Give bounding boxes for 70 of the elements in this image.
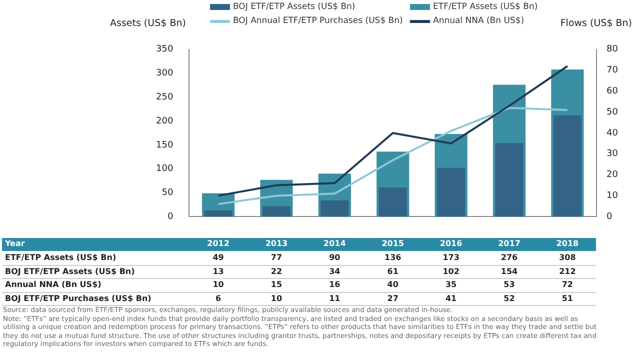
y-axis-title: Assets (US$ Bn): [110, 18, 186, 29]
data-label: 49: [212, 253, 224, 262]
legend-label: ETF/ETP Assets (US$ Bn): [433, 2, 538, 12]
y-tick-label: 50: [162, 188, 174, 198]
data-label: 90: [329, 253, 340, 262]
data-label: 10: [270, 294, 282, 302]
x-tick-label: 2016: [440, 239, 462, 248]
data-label: 77: [270, 253, 282, 262]
data-label: 102: [442, 266, 460, 276]
y2-tick-label: 20: [606, 170, 618, 180]
y2-tick-label: 50: [606, 107, 618, 118]
y-tick-label: 250: [156, 92, 174, 103]
bar: [320, 200, 349, 217]
x-tick-label: 2014: [324, 239, 346, 248]
data-label: 308: [559, 253, 576, 262]
data-label: 61: [387, 266, 398, 276]
data-label: 11: [329, 294, 340, 302]
data-label: 173: [442, 253, 460, 262]
bar: [495, 143, 524, 217]
data-label: 51: [562, 294, 574, 302]
y2-tick-label: 40: [606, 128, 618, 138]
data-label: 35: [445, 280, 457, 289]
bar: [262, 206, 290, 217]
x-tick-label: 2015: [382, 239, 404, 248]
y-tick-label: 100: [156, 164, 174, 174]
y2-tick-label: 80: [606, 44, 618, 55]
y-tick-label: 300: [156, 68, 174, 79]
text: BOJ ETF/ETP Assets (US$ Bn): [5, 266, 135, 276]
text: Year: [5, 239, 25, 248]
y-tick-label: 150: [156, 140, 174, 150]
bar: [437, 168, 466, 217]
y2-tick-label: 60: [606, 86, 618, 97]
y2-tick-label: 70: [606, 66, 618, 76]
data-label: 15: [270, 280, 282, 289]
data-label: 22: [270, 266, 282, 276]
x-tick-label: 2013: [265, 239, 288, 248]
data-label: 276: [500, 253, 518, 262]
data-label: 6: [215, 294, 222, 302]
y-tick-label: 350: [156, 44, 174, 55]
bar: [378, 187, 407, 217]
y2-tick-label: 0: [606, 212, 613, 222]
data-label: 53: [504, 280, 515, 289]
text: BOJ ETF/ETP Purchases (US$ Bn): [5, 294, 152, 302]
data-label: 212: [559, 266, 576, 276]
x-tick-label: 2012: [207, 239, 230, 248]
y-tick-label: 200: [156, 116, 174, 126]
data-label: 16: [329, 280, 340, 289]
y2-tick-label: 10: [606, 191, 618, 202]
data-label: 34: [329, 266, 340, 276]
legend-label: Annual NNA (Bn US$): [433, 16, 524, 26]
data-label: 154: [500, 266, 518, 276]
data-label: 27: [387, 294, 398, 302]
data-label: 136: [384, 253, 402, 262]
data-label: 72: [562, 280, 574, 289]
text: Annual NNA (Bn US$): [5, 280, 102, 289]
data-label: 10: [212, 280, 224, 289]
data-label: 41: [445, 294, 457, 302]
y-tick-label: 0: [167, 212, 174, 222]
data-label: 40: [387, 280, 398, 289]
bar: [553, 115, 582, 217]
x-tick-label: 2017: [498, 239, 520, 248]
data-label: 13: [212, 266, 224, 276]
data-label: 52: [504, 294, 515, 302]
bar: [204, 210, 232, 217]
x-tick-label: 2018: [556, 239, 579, 248]
y2-axis-title: Flows (US$ Bn): [560, 18, 632, 29]
legend-label: BOJ ETF/ETP Assets (US$ Bn): [233, 2, 356, 12]
y2-tick-label: 30: [606, 149, 618, 160]
text: ETF/ETP Assets (US$ Bn): [5, 253, 116, 262]
legend-label: BOJ Annual ETF/ETP Purchases (US$ Bn): [233, 16, 403, 26]
